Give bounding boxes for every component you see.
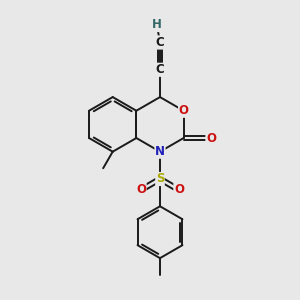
Text: C: C (156, 63, 164, 76)
Text: N: N (155, 145, 165, 158)
Text: O: O (174, 183, 184, 196)
Text: S: S (156, 172, 164, 185)
Text: O: O (178, 104, 189, 117)
Text: C: C (156, 36, 164, 49)
Text: O: O (136, 183, 146, 196)
Text: H: H (152, 19, 162, 32)
Text: O: O (206, 131, 216, 145)
